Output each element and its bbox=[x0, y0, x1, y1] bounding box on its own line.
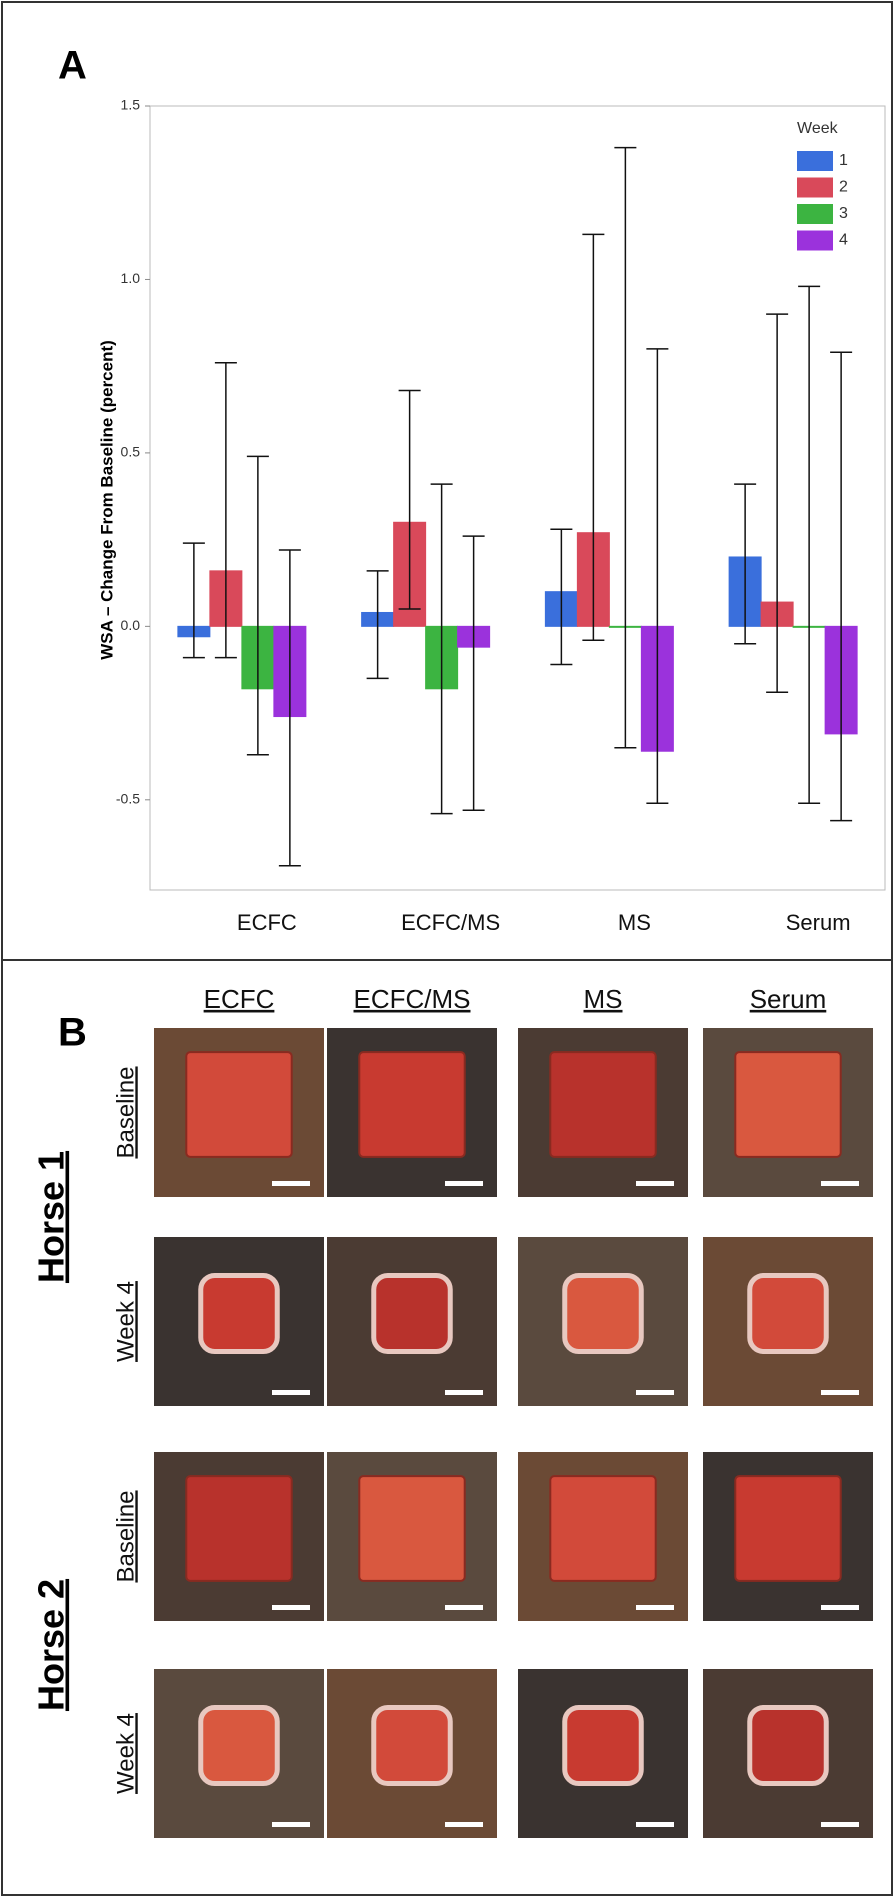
wound bbox=[185, 1475, 293, 1582]
x-tick-label: Serum bbox=[786, 910, 851, 935]
panel-label: B bbox=[58, 1011, 87, 1055]
scale-bar bbox=[445, 1822, 483, 1827]
column-header: Serum bbox=[750, 984, 827, 1014]
x-tick-label: ECFC bbox=[237, 910, 297, 935]
wound bbox=[549, 1051, 657, 1158]
row-label: Baseline bbox=[112, 1490, 139, 1582]
scale-bar bbox=[272, 1181, 310, 1186]
wound bbox=[198, 1272, 280, 1355]
scale-bar bbox=[272, 1390, 310, 1395]
plot-frame bbox=[149, 105, 886, 891]
y-tick-label: 1.5 bbox=[121, 97, 141, 113]
column-header: MS bbox=[584, 984, 623, 1014]
wound bbox=[371, 1704, 453, 1787]
scale-bar bbox=[821, 1822, 859, 1827]
legend-title: Week bbox=[797, 120, 839, 137]
scale-bar bbox=[636, 1181, 674, 1186]
row-label: Week 4 bbox=[112, 1281, 139, 1362]
legend-swatch bbox=[797, 204, 833, 224]
wound bbox=[371, 1272, 453, 1355]
horse-label: Horse 1 bbox=[31, 1151, 72, 1283]
scale-bar bbox=[636, 1390, 674, 1395]
row-label: Week 4 bbox=[112, 1713, 139, 1794]
wound bbox=[734, 1475, 842, 1582]
scale-bar bbox=[821, 1390, 859, 1395]
column-header: ECFC bbox=[204, 984, 275, 1014]
y-tick-label: 0.5 bbox=[121, 444, 141, 460]
y-tick-label: 1.0 bbox=[121, 270, 141, 286]
panel-label: A bbox=[58, 44, 87, 88]
wound bbox=[734, 1051, 842, 1158]
row-label: Baseline bbox=[112, 1066, 139, 1158]
scale-bar bbox=[272, 1822, 310, 1827]
scale-bar bbox=[821, 1605, 859, 1610]
legend-label: 2 bbox=[839, 179, 848, 196]
legend-label: 4 bbox=[839, 232, 848, 249]
legend-label: 1 bbox=[839, 152, 848, 169]
scale-bar bbox=[272, 1605, 310, 1610]
scale-bar bbox=[445, 1181, 483, 1186]
scale-bar bbox=[636, 1605, 674, 1610]
column-header: ECFC/MS bbox=[354, 984, 471, 1014]
wound bbox=[358, 1475, 466, 1582]
x-tick-label: MS bbox=[618, 910, 651, 935]
scale-bar bbox=[636, 1822, 674, 1827]
wound bbox=[198, 1704, 280, 1787]
wound bbox=[562, 1272, 644, 1355]
wound bbox=[747, 1272, 829, 1355]
y-axis-label: WSA – Change From Baseline (percent) bbox=[97, 340, 116, 660]
scale-bar bbox=[445, 1390, 483, 1395]
wound bbox=[185, 1051, 293, 1158]
y-tick-label: 0.0 bbox=[121, 617, 141, 633]
y-tick-label: -0.5 bbox=[116, 791, 140, 807]
wound bbox=[358, 1051, 466, 1158]
legend-swatch bbox=[797, 230, 833, 251]
legend-swatch bbox=[797, 177, 833, 198]
legend-swatch bbox=[797, 151, 833, 171]
scale-bar bbox=[821, 1181, 859, 1186]
horse-label: Horse 2 bbox=[31, 1579, 72, 1711]
wound bbox=[562, 1704, 644, 1787]
scale-bar bbox=[445, 1605, 483, 1610]
wound bbox=[549, 1475, 657, 1582]
legend-label: 3 bbox=[839, 205, 848, 222]
x-tick-label: ECFC/MS bbox=[401, 910, 500, 935]
wound bbox=[747, 1704, 829, 1787]
